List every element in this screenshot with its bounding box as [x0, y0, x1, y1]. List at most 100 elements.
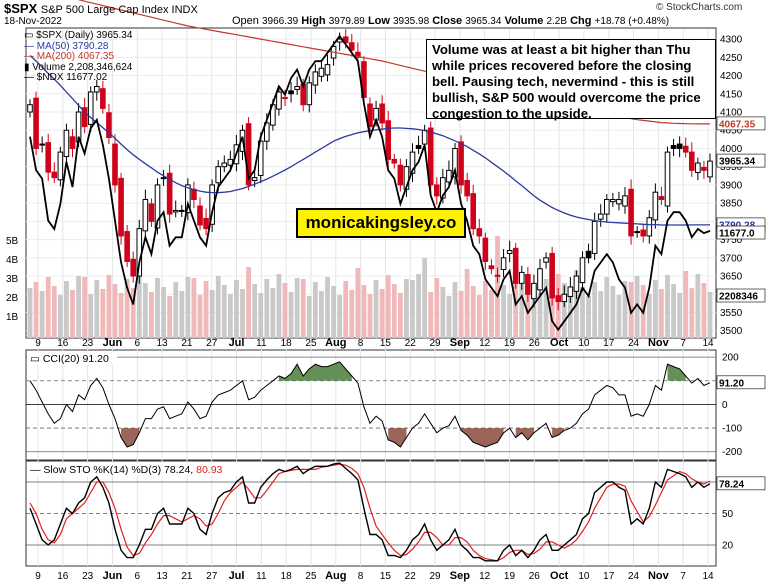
close-tag-box [716, 153, 766, 168]
x-tick-label: Aug [325, 337, 346, 349]
x-tick-label: 25 [305, 338, 317, 349]
volume-bar [258, 293, 264, 338]
volume-bar [124, 279, 130, 338]
candle-body [409, 151, 416, 174]
sto-title-bg [27, 463, 267, 476]
volume-tag: 2208346 [719, 292, 758, 303]
volume-bar [246, 267, 251, 338]
candle-body [506, 250, 513, 254]
sto-k-line [29, 462, 711, 562]
cci-oversold-fill [121, 428, 140, 447]
ndx-tag-box [716, 225, 766, 240]
brand-watermark: monicakingsley.co [296, 208, 466, 238]
volume-bar [683, 271, 689, 338]
candle-body [63, 129, 70, 157]
volume-tick-label: 5B [6, 236, 19, 247]
candle-body [549, 252, 555, 299]
candle-body [45, 142, 52, 173]
volume-bar [476, 295, 482, 338]
candle-body [603, 198, 610, 215]
cci-oversold-fill [515, 428, 534, 440]
volume-bar [294, 278, 300, 338]
price-tick-label: 4050 [720, 126, 743, 137]
volume-bar [604, 277, 610, 338]
candle-body [106, 112, 112, 139]
price-tick-label: 3950 [720, 162, 743, 173]
volume-bar [567, 292, 573, 338]
chart-date: 18-Nov-2022 [4, 16, 62, 27]
candle-body [658, 196, 665, 200]
candle-body [500, 257, 507, 270]
ma200-tag: 4067.35 [719, 119, 756, 130]
chg-value: +18.78 (+0.48%) [594, 16, 670, 27]
volume-bar [610, 286, 616, 338]
cci-oversold-fill [552, 428, 565, 438]
candle-body [701, 166, 707, 171]
candle-body [543, 257, 549, 263]
price-tick-label: 4150 [720, 89, 743, 100]
volume-bar [646, 294, 652, 338]
volume-bar [470, 286, 476, 338]
candle-body [585, 250, 592, 259]
candle-body [348, 42, 355, 51]
x-tick-label: 12 [479, 338, 491, 349]
volume-bar [33, 282, 39, 338]
candle-body [397, 164, 404, 186]
cci-title: ▭ CCI(20) 91.20 [30, 353, 109, 365]
candle-body [81, 107, 88, 128]
volume-bar [94, 280, 100, 338]
candle-body [245, 123, 252, 186]
volume-bar [215, 276, 221, 338]
volume-bar [112, 284, 118, 338]
volume-bar [652, 280, 658, 338]
x-tick-label-bottom: 26 [529, 571, 541, 582]
volume-bar [203, 281, 209, 338]
candle-body [191, 188, 197, 200]
x-tick-label: 27 [206, 338, 218, 349]
symbol: $SPX [4, 1, 38, 16]
volume-bar [458, 291, 464, 338]
volume-bar [379, 289, 385, 338]
x-tick-label: 8 [358, 338, 364, 349]
candle-body [166, 172, 173, 215]
candle-body [379, 103, 385, 124]
volume-bar [665, 275, 670, 338]
volume-bar [495, 236, 500, 338]
close-tag: 3965.34 [719, 157, 756, 168]
volume-bar [106, 275, 112, 338]
sto-tag-box [716, 476, 766, 491]
volume-bar [361, 285, 367, 338]
panel-frame [25, 349, 717, 461]
candle-body [69, 136, 76, 149]
legend-price: ▭ $SPX (Daily) 3965.34 [24, 30, 133, 41]
candle-body [640, 229, 647, 237]
x-tick-label: 23 [82, 338, 94, 349]
price-tick-label: 3550 [720, 308, 743, 319]
cci-line [29, 361, 711, 448]
volume-bar [88, 294, 94, 338]
x-tick-label: 10 [578, 338, 590, 349]
candle-body [616, 198, 622, 205]
x-tick-label-bottom: Jul [229, 570, 245, 582]
candle-body [579, 257, 586, 284]
x-tick-label: Nov [648, 337, 670, 349]
price-tick-label: 3500 [720, 326, 743, 337]
candle-body [664, 151, 671, 207]
candle-body [197, 205, 203, 226]
volume-bar [337, 295, 343, 338]
x-tick-label-bottom: Nov [648, 570, 670, 582]
volume-bar [39, 291, 45, 338]
volume-tag-box [716, 288, 766, 303]
volume-bar [598, 291, 604, 338]
candle-body [124, 231, 130, 262]
volume-tick-label: 4B [6, 255, 19, 266]
volume-bar [142, 283, 148, 338]
volume-bar [549, 288, 555, 338]
volume-bar [464, 269, 470, 338]
x-tick-label-bottom: 15 [380, 571, 392, 582]
candle-body [518, 271, 525, 284]
cci-tag: 91.20 [719, 378, 744, 389]
x-tick-label: 17 [603, 338, 615, 349]
candle-body [367, 103, 373, 128]
